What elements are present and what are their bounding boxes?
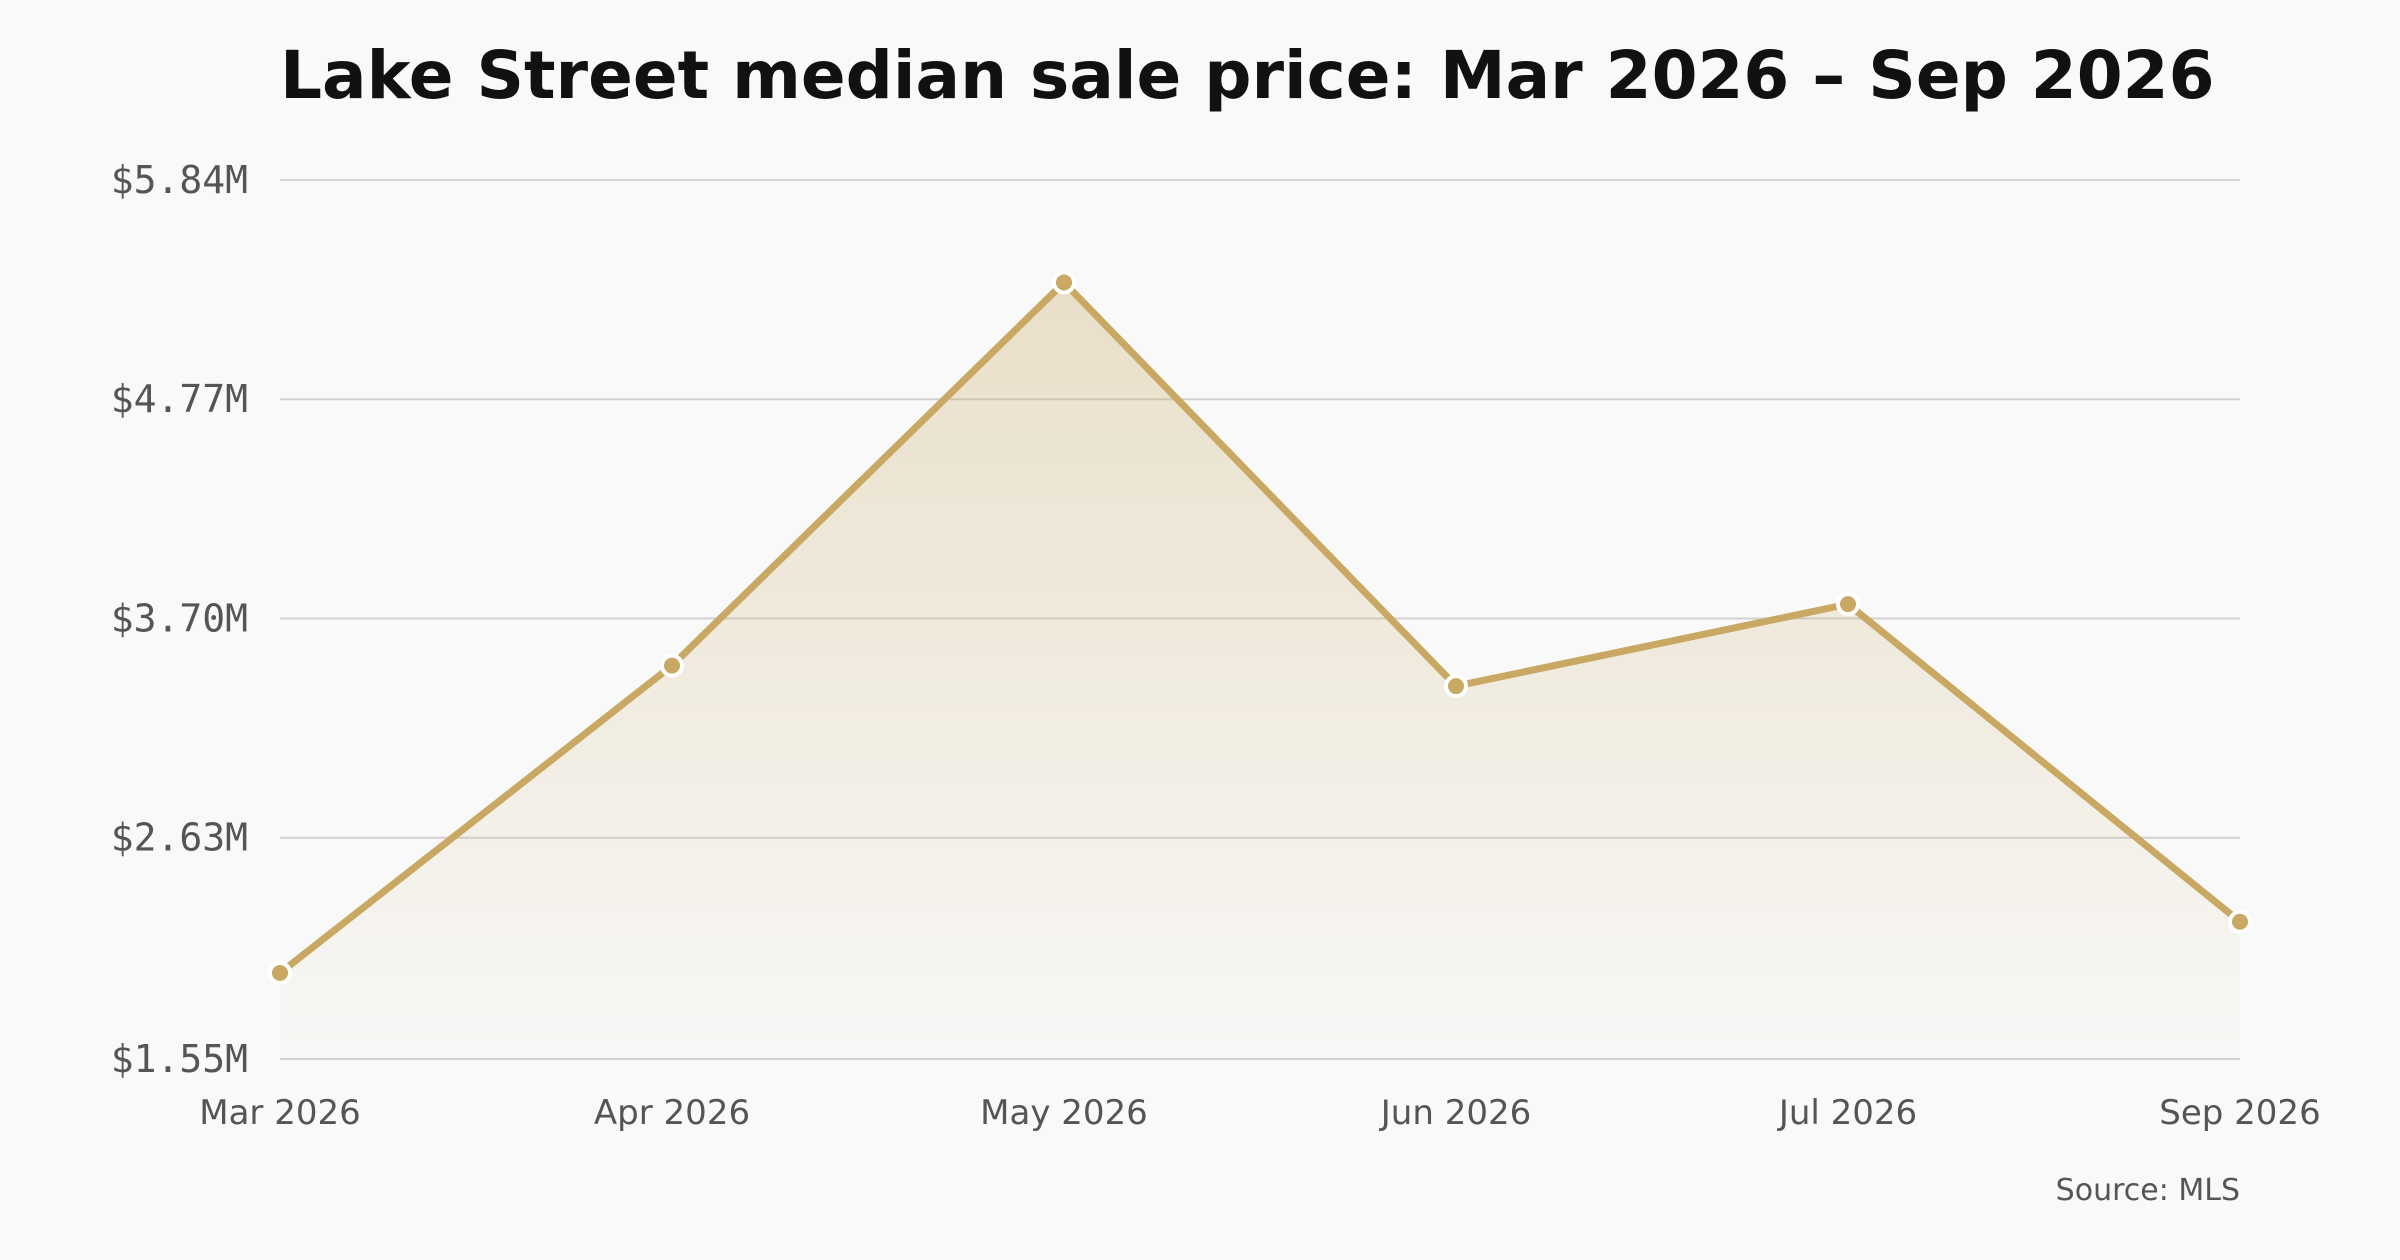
x-tick-label: Jul 2026 (1777, 1093, 1917, 1133)
x-tick-label: Jun 2026 (1379, 1093, 1531, 1133)
series-line (276, 278, 2244, 977)
data-point (1444, 674, 1468, 699)
source-note: Source: MLS (2056, 1173, 2240, 1208)
y-tick-label: $3.70M (111, 596, 248, 640)
series-line-layer (276, 278, 2244, 977)
data-point (1052, 270, 1076, 295)
x-tick-label: Apr 2026 (594, 1093, 750, 1133)
data-point (268, 960, 292, 985)
chart-title: Lake Street median sale price: Mar 2026 … (280, 37, 2215, 114)
y-tick-label: $5.84M (111, 158, 248, 202)
data-point (2228, 909, 2252, 934)
area-fill (280, 282, 2240, 1060)
data-point (1836, 592, 1860, 617)
y-tick-label: $1.55M (111, 1037, 248, 1081)
data-point (660, 653, 684, 678)
x-tick-label: May 2026 (980, 1093, 1148, 1133)
x-axis-labels: Mar 2026 Apr 2026 May 2026 Jun 2026 Jul 2026… (199, 1093, 2320, 1133)
y-axis-labels: $1.55M $2.63M $3.70M $4.77M $5.84M (111, 158, 248, 1081)
y-tick-label: $4.77M (111, 377, 248, 421)
x-tick-label: Mar 2026 (199, 1093, 360, 1133)
y-tick-label: $2.63M (111, 816, 248, 860)
data-points (268, 270, 2252, 985)
x-tick-label: Sep 2026 (2159, 1093, 2320, 1133)
area-fill-layer (280, 282, 2240, 1060)
